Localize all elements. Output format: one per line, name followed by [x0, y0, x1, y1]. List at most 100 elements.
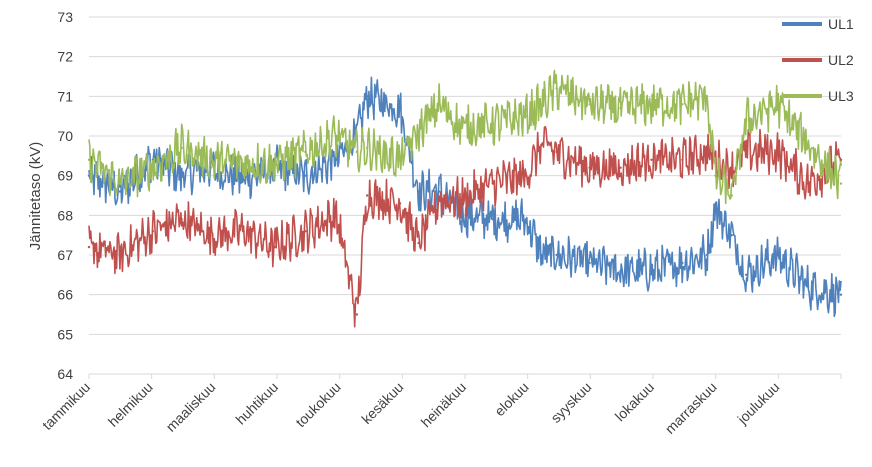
data-point-ul2	[541, 142, 544, 146]
data-point-ul2	[417, 241, 420, 245]
data-point-ul3	[365, 146, 369, 150]
data-point-ul3	[588, 103, 591, 106]
data-point-ul3	[714, 174, 717, 177]
data-point-ul1	[398, 107, 402, 110]
data-point-ul2	[335, 214, 338, 217]
data-point-ul1	[650, 269, 653, 273]
data-point-ul1	[619, 269, 622, 273]
data-point-ul1	[541, 253, 544, 257]
data-point-ul1	[365, 95, 369, 98]
data-point-ul2	[180, 218, 183, 221]
x-tick-label: elokuu	[491, 379, 531, 419]
data-point-ul3	[355, 150, 359, 154]
data-point-ul3	[524, 114, 527, 118]
data-point-ul1	[417, 190, 420, 193]
data-point-ul3	[118, 182, 122, 185]
data-point-ul2	[745, 150, 748, 154]
data-point-ul3	[335, 134, 338, 138]
data-point-ul2	[118, 253, 122, 257]
x-tick-label: joulukuu	[734, 379, 783, 428]
y-tick-label: 69	[57, 168, 73, 184]
y-tick-label: 65	[57, 326, 73, 342]
data-point-ul3	[681, 103, 684, 106]
data-point-ul1	[180, 174, 183, 177]
data-point-ul1	[118, 190, 122, 193]
data-point-ul2	[491, 182, 495, 185]
data-point-ul1	[745, 273, 748, 277]
data-point-ul1	[681, 261, 684, 265]
data-point-ul3	[87, 158, 91, 161]
data-point-ul1	[555, 253, 558, 257]
data-point-ul3	[180, 146, 183, 150]
data-point-ul2	[398, 202, 402, 205]
x-tick-label: helmikuu	[105, 379, 156, 430]
y-tick-label: 67	[57, 247, 73, 263]
legend-label-ul3: UL3	[828, 88, 854, 104]
data-point-ul1	[839, 293, 843, 296]
data-point-ul1	[775, 253, 779, 257]
y-tick-label: 70	[57, 128, 73, 144]
data-point-ul3	[491, 122, 495, 126]
x-tick-label: tammikuu	[39, 379, 93, 433]
data-point-ul2	[806, 182, 810, 185]
data-point-ul1	[705, 253, 709, 257]
y-tick-label: 72	[57, 49, 73, 65]
y-tick-label: 68	[57, 207, 73, 223]
y-axis-title: Jännitetaso (kV)	[27, 142, 44, 250]
x-tick-label: kesäkuu	[358, 379, 406, 427]
data-point-ul2	[304, 230, 307, 233]
data-point-ul1	[87, 174, 91, 177]
x-tick-label: syyskuu	[547, 379, 594, 426]
data-point-ul3	[304, 150, 307, 154]
series-line-ul3	[88, 69, 842, 205]
data-point-ul1	[304, 174, 307, 177]
data-point-ul2	[355, 313, 359, 316]
data-point-ul2	[209, 233, 212, 237]
legend: UL1 UL2 UL3	[782, 16, 854, 104]
data-point-ul3	[151, 166, 155, 169]
series-lines	[87, 69, 843, 328]
data-point-ul2	[839, 158, 843, 161]
data-point-ul1	[714, 206, 717, 209]
x-tick-label: lokakuu	[612, 379, 657, 424]
x-tick-label: heinäkuu	[418, 379, 469, 430]
data-point-ul3	[650, 103, 653, 106]
data-point-ul3	[438, 103, 441, 106]
data-point-ul3	[806, 142, 810, 146]
data-point-ul2	[775, 150, 779, 154]
data-point-ul2	[524, 174, 527, 177]
x-axis	[88, 373, 842, 379]
data-point-ul2	[705, 150, 709, 154]
data-point-ul1	[335, 158, 338, 161]
x-tick-label: huhtikuu	[232, 379, 281, 428]
series-line-ul2	[88, 125, 842, 328]
data-point-ul1	[806, 285, 810, 288]
data-point-ul2	[650, 158, 653, 161]
series-line-ul1	[88, 76, 842, 318]
data-point-ul2	[730, 166, 734, 169]
data-point-ul2	[588, 166, 591, 169]
x-tick-label: marraskuu	[662, 379, 720, 437]
data-point-ul3	[730, 194, 734, 197]
data-point-ul1	[588, 261, 591, 265]
data-point-ul3	[775, 103, 779, 106]
data-point-ul3	[555, 87, 558, 90]
data-point-ul1	[730, 233, 734, 237]
data-point-ul3	[619, 107, 622, 110]
data-point-ul2	[681, 158, 684, 161]
x-tick-label: toukokuu	[292, 379, 343, 430]
data-point-ul2	[151, 230, 155, 233]
y-tick-label: 73	[57, 9, 73, 25]
data-point-ul2	[242, 230, 245, 233]
y-tick-label: 64	[57, 366, 73, 382]
data-point-ul2	[87, 245, 91, 249]
data-point-ul1	[438, 190, 441, 193]
data-point-ul2	[555, 150, 558, 154]
data-point-ul2	[365, 194, 369, 197]
data-point-ul3	[460, 126, 464, 130]
x-tick-labels: tammikuu helmikuu maaliskuu huhtikuu toukoku…	[39, 379, 783, 437]
data-point-ul2	[619, 166, 622, 169]
data-point-ul2	[438, 198, 441, 201]
data-point-ul1	[491, 218, 495, 221]
